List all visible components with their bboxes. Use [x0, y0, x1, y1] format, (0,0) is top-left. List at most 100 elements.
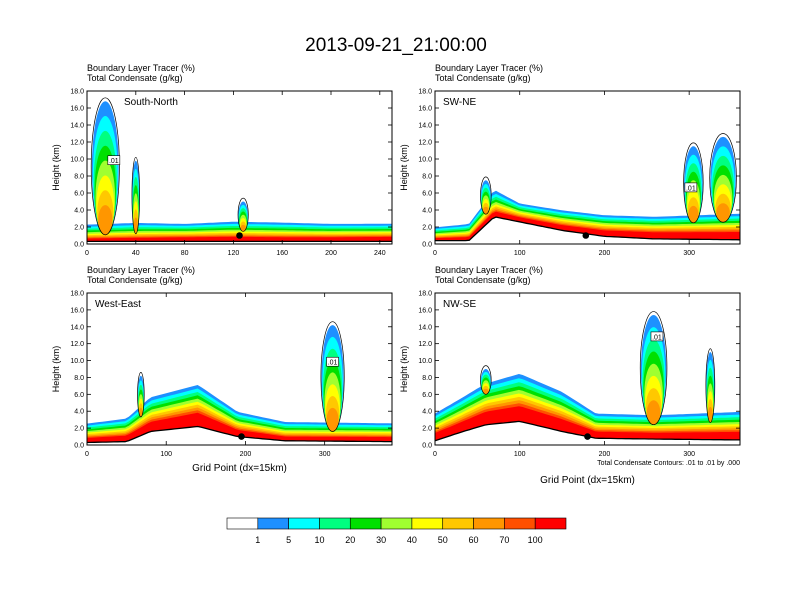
- ytick-label: 8.0: [74, 375, 84, 382]
- cloud-0-shade-7: [483, 206, 489, 215]
- panel-2: .01 0.0 2.0 4.0 6.0 8.0 10.0 12.0 14.0 16.0 18.0 0 1…: [51, 265, 393, 474]
- tracer-band-9: [87, 236, 392, 242]
- ytick-label: 0.0: [422, 443, 432, 450]
- cloud-0-shade-7: [326, 407, 339, 432]
- xtick-label: 300: [683, 250, 695, 257]
- condensate-contour-0: [90, 97, 120, 236]
- xtick-label: 80: [181, 250, 189, 257]
- contour-label: .01: [328, 360, 338, 367]
- colorbar-tick-label: 40: [407, 535, 417, 545]
- condensate-contour-1: [137, 372, 145, 418]
- ytick-label: 12.0: [70, 140, 84, 147]
- panel-frame: [434, 90, 741, 245]
- xtick-label: 0: [85, 250, 89, 257]
- xtick-label: 120: [228, 250, 240, 257]
- cloud-1-shade-7: [139, 407, 143, 417]
- condensate-contour-2: [683, 142, 704, 224]
- xtick-label: 240: [374, 250, 386, 257]
- ytick-label: 0.0: [74, 242, 84, 249]
- ytick-label: 18.0: [418, 89, 432, 96]
- ytick-label: 2.0: [422, 426, 432, 433]
- colorbar-tick-label: 50: [438, 535, 448, 545]
- terrain-fill: [435, 217, 740, 244]
- ytick-label: 6.0: [74, 392, 84, 399]
- ytick-label: 16.0: [70, 307, 84, 314]
- condensate-contour-2: [237, 197, 249, 232]
- ytick-label: 14.0: [70, 324, 84, 331]
- cloud-1-shade-7: [716, 203, 730, 223]
- condensate-contour-1: [705, 348, 716, 423]
- ytick-label: 10.0: [418, 358, 432, 365]
- terrain-fill: [87, 426, 392, 445]
- colorbar-tick-label: 70: [499, 535, 509, 545]
- y-axis-label: Height (km): [399, 346, 409, 393]
- ytick-label: 8.0: [422, 375, 432, 382]
- colorbar: 1 5 10 20 30 40 50 60 70 100: [226, 517, 567, 545]
- tracer-band-9: [435, 406, 740, 441]
- contour-label-box: [650, 331, 664, 342]
- condensate-contour-0: [480, 176, 492, 215]
- ytick-label: 8.0: [74, 174, 84, 181]
- panel-subtitle-2: Total Condensate (g/kg): [87, 73, 183, 83]
- tracer-band-9: [435, 211, 740, 241]
- y-axis-label: Height (km): [51, 346, 61, 393]
- terrain-fill: [435, 421, 740, 445]
- contour-label-box: [107, 155, 121, 165]
- xtick-label: 200: [599, 250, 611, 257]
- colorbar-swatch-4: [349, 517, 382, 530]
- ytick-label: 18.0: [70, 89, 84, 96]
- colorbar-swatch-7: [442, 517, 474, 530]
- xtick-label: 100: [514, 250, 526, 257]
- colorbar-swatch-10: [534, 517, 567, 530]
- colorbar-tick-label: 1: [255, 535, 260, 545]
- colorbar-tick-label: 100: [528, 535, 543, 545]
- colorbar-tick-label: 60: [469, 535, 479, 545]
- xtick-label: 100: [160, 451, 172, 458]
- ytick-label: 4.0: [74, 409, 84, 416]
- panel-field: [435, 311, 740, 445]
- contour-label: .01: [109, 158, 119, 165]
- ytick-label: 4.0: [422, 409, 432, 416]
- tracer-band-8: [87, 410, 392, 443]
- panel-subtitle-1: Boundary Layer Tracer (%): [87, 265, 195, 275]
- colorbar-tick-label: 30: [376, 535, 386, 545]
- xtick-label: 300: [683, 451, 695, 458]
- panels: .01 0.0 2.0 4.0 6.0 8.0 10.0 12.0 14.0 16.0 18.0 0 4…: [51, 63, 741, 486]
- panel-label: SW-NE: [443, 97, 476, 108]
- contour-label: .01: [652, 334, 662, 341]
- location-marker: [582, 232, 590, 239]
- panel-frame: [86, 292, 393, 446]
- ytick-label: 12.0: [418, 341, 432, 348]
- ytick-label: 18.0: [70, 291, 84, 298]
- contour-label: .01: [686, 185, 696, 192]
- colorbar-swatch-6: [411, 517, 444, 530]
- ytick-label: 16.0: [70, 106, 84, 113]
- ytick-label: 12.0: [418, 140, 432, 147]
- condensate-contour-2: [480, 365, 492, 395]
- x-axis-label: Grid Point (dx=15km): [540, 475, 635, 486]
- colorbar-swatch-1: [257, 517, 289, 530]
- colorbar-swatch-3: [319, 517, 351, 530]
- cloud-2-shade-7: [240, 224, 246, 232]
- ytick-label: 6.0: [74, 191, 84, 198]
- contour-label-box: [684, 182, 698, 193]
- xtick-label: 160: [276, 250, 288, 257]
- colorbar-swatch-0: [226, 517, 259, 530]
- x-axis-label: Grid Point (dx=15km): [192, 463, 287, 474]
- xtick-label: 40: [132, 250, 140, 257]
- ytick-label: 2.0: [422, 225, 432, 232]
- ytick-label: 16.0: [418, 106, 432, 113]
- ytick-label: 14.0: [70, 123, 84, 130]
- cloud-1-shade-7: [133, 217, 138, 234]
- tracer-band-6: [87, 404, 392, 443]
- cloud-0-shade-7: [98, 205, 113, 235]
- ytick-label: 6.0: [422, 392, 432, 399]
- xtick-label: 0: [433, 451, 437, 458]
- condensate-contour-0: [320, 321, 345, 432]
- panel-subtitle-2: Total Condensate (g/kg): [435, 73, 531, 83]
- panel-3: .01 0.0 2.0 4.0 6.0 8.0 10.0 12.0 14.0 16.0 18.0 0 1…: [399, 265, 741, 486]
- cloud-0-shade-7: [646, 400, 661, 425]
- tracer-band-7: [87, 407, 392, 443]
- cloud-2-shade-7: [688, 205, 699, 223]
